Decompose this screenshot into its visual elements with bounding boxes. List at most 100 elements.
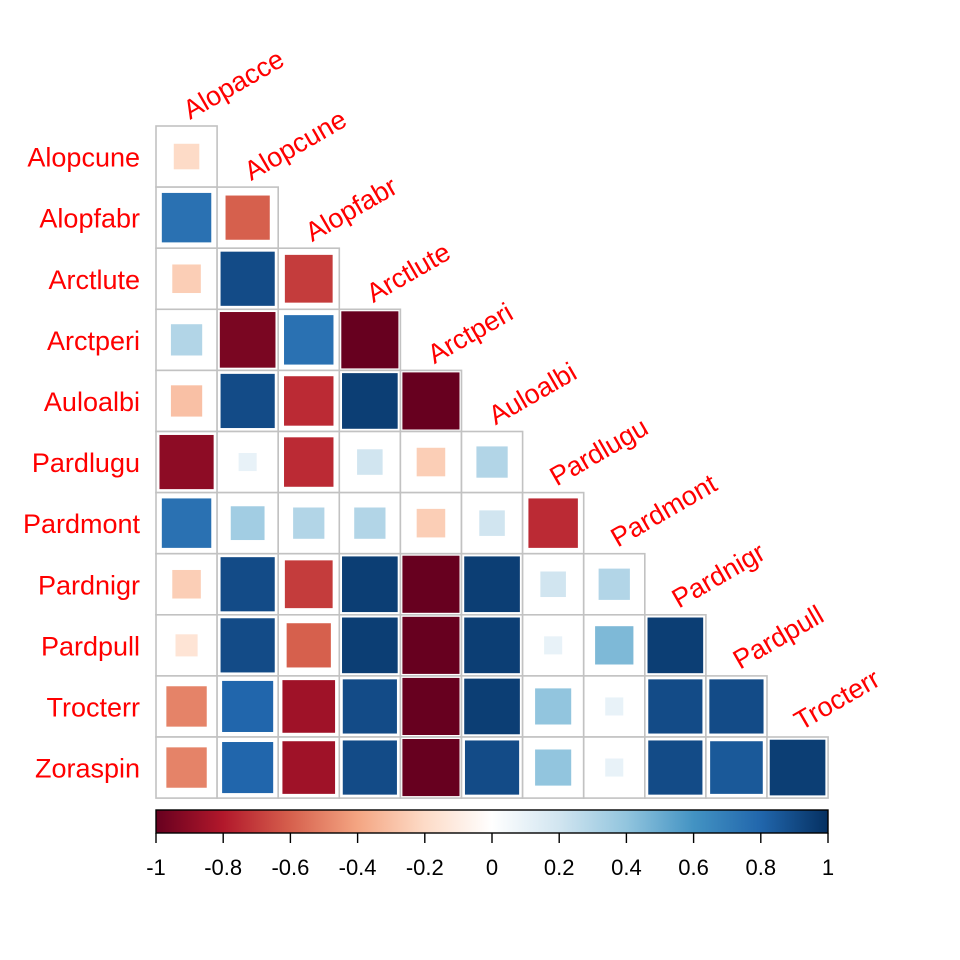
corr-square [284,376,334,426]
row-label: Pardnigr [38,570,140,600]
corr-square [175,634,198,657]
row-label: Alopfabr [39,204,140,234]
corr-square [416,447,446,477]
corr-square [464,617,520,674]
corr-square [357,449,383,475]
corr-square [170,385,203,417]
corr-square [341,311,399,369]
column-label: Pardnigr [667,537,770,614]
corr-square [342,556,398,613]
corr-square [342,617,398,674]
color-legend: -1 -0.8 -0.6 -0.4 -0.2 0 0.2 0.4 0.6 0.8 1 [146,809,834,880]
corr-square [220,251,275,306]
corr-square [648,679,703,734]
column-label: Alopcune [239,104,352,186]
row-label: Zoraspin [35,754,140,784]
corr-square [595,626,634,665]
tick-label: -0.4 [339,855,377,880]
corr-square [172,569,201,599]
corr-square [222,742,274,794]
corr-square [166,686,207,727]
corr-square [464,740,520,795]
corr-square [464,678,520,735]
tick-label: 0.8 [746,855,777,880]
corr-square [284,560,333,609]
corr-square [769,739,826,796]
corr-square [238,453,257,472]
corr-square [161,192,212,243]
corr-square [230,506,265,541]
row-label: Trocterr [47,692,141,722]
corr-square [540,571,566,598]
corr-square [225,195,270,240]
tick-label: 0.6 [678,855,709,880]
corr-square [402,677,460,735]
column-label: Alopfabr [300,171,402,247]
corr-square [342,679,397,734]
row-label: Alopcune [27,143,140,173]
matrix-cells [155,125,829,799]
tick-label: 0.4 [611,855,642,880]
corr-square [219,312,276,368]
corr-square [535,688,572,725]
tick-label: -0.2 [406,855,444,880]
column-label: Arctperi [422,297,518,369]
corr-square [709,679,764,734]
row-label: Pardpull [41,631,140,661]
corr-square [402,555,460,613]
corr-square [342,740,397,795]
corr-square [159,434,214,490]
column-label: Pardpull [728,600,829,676]
row-label: Arctperi [47,326,140,356]
corr-square [284,315,334,365]
corr-square [598,568,630,600]
corr-square [479,510,505,536]
corr-square [544,636,563,655]
corr-square [172,264,201,294]
corr-square [605,758,624,777]
column-label: Arctlute [361,237,455,309]
corr-square [416,508,446,538]
corr-square [220,373,275,429]
corr-square [166,747,207,788]
row-label: Pardmont [23,509,141,539]
corr-square [161,498,212,548]
corr-square [282,680,336,733]
column-label: Alopacce [178,44,289,126]
column-label: Auloalbi [484,357,582,431]
corr-square [342,373,398,429]
row-label: Pardlugu [32,448,140,478]
corr-square [286,623,331,668]
row-label: Arctlute [48,265,140,295]
corr-square [648,740,703,795]
corr-square [605,697,624,716]
corr-square [170,324,203,356]
corr-square [464,556,520,613]
row-label: Auloalbi [44,387,140,417]
corr-square [284,437,334,487]
tick-label: 1 [822,855,834,880]
corr-square [284,254,333,303]
corr-square [222,680,274,732]
corr-square [220,618,275,673]
corr-square [647,617,704,674]
tick-label: 0 [486,855,498,880]
corr-square [173,143,200,170]
corr-square [402,739,460,797]
corr-square [354,507,386,539]
tick-label: -1 [146,855,166,880]
corr-square [293,507,325,539]
corr-square [710,741,763,794]
tick-label: 0.2 [544,855,575,880]
corr-square [282,741,336,794]
column-label: Trocterr [789,663,885,736]
column-label: Pardmont [606,468,723,553]
tick-label: -0.6 [271,855,309,880]
corr-square [535,749,572,786]
tick-label: -0.8 [204,855,242,880]
corr-square [402,372,460,430]
corr-square [528,498,578,548]
color-legend-bar [155,809,829,834]
color-legend-ticks: -1 -0.8 -0.6 -0.4 -0.2 0 0.2 0.4 0.6 0.8 1 [146,833,834,880]
